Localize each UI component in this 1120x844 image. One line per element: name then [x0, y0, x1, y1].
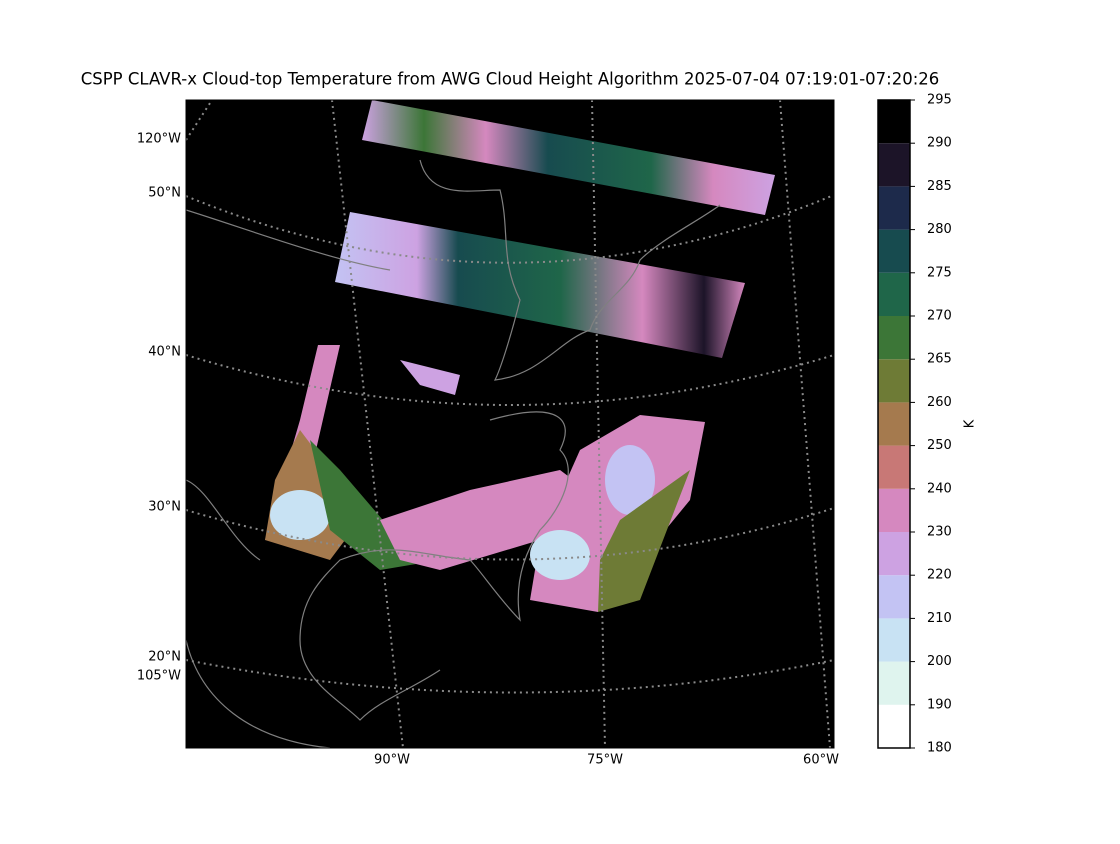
swath [362, 100, 775, 215]
cloud [598, 470, 690, 612]
colorbar-label: K [963, 419, 978, 428]
colorbar-tick-label: 250 [927, 438, 952, 453]
colorbar-segment [878, 186, 910, 230]
cloud [310, 440, 440, 570]
colorbar-segment [878, 143, 910, 187]
colorbar-segment [878, 402, 910, 446]
colorbar-tick-label: 240 [927, 481, 952, 496]
cloud [400, 360, 460, 395]
colorbar-segment [878, 272, 910, 316]
cloud [380, 470, 600, 570]
colorbar-tick-label: 210 [927, 611, 952, 626]
colorbar-tick-label: 260 [927, 395, 952, 410]
colorbar-tick-label: 190 [927, 697, 952, 712]
colorbar-segment [878, 661, 910, 705]
colorbar-tick-label: 200 [927, 654, 952, 669]
colorbar-tick-label: 220 [927, 568, 952, 583]
colorbar-tick-label: 295 [927, 93, 952, 108]
colorbar-tick-label: 290 [927, 136, 952, 151]
cloud [530, 530, 590, 580]
lat-label: 30°N [148, 500, 181, 515]
colorbar-tick-label: 275 [927, 265, 952, 280]
colorbar-segment [878, 359, 910, 403]
colorbar-segment [878, 445, 910, 489]
colorbar-segment [878, 532, 910, 576]
title: CSPP CLAVR-x Cloud-top Temperature from … [81, 70, 940, 89]
colorbar-segment [878, 488, 910, 532]
colorbar-segment [878, 100, 910, 144]
lon-label: 60°W [803, 753, 839, 768]
lon-label: 105°W [137, 669, 181, 684]
colorbar-segment [878, 704, 910, 748]
colorbar-tick-label: 265 [927, 352, 952, 367]
colorbar-tick-label: 280 [927, 222, 952, 237]
colorbar-tick-label: 285 [927, 179, 952, 194]
lat-label: 20°N [148, 650, 181, 665]
map-background [186, 100, 834, 748]
colorbar-tick-label: 270 [927, 309, 952, 324]
lon-label: 120°W [137, 132, 181, 147]
map-frame [185, 99, 835, 749]
lat-label: 50°N [148, 186, 181, 201]
map [186, 100, 834, 748]
cloud [605, 445, 655, 515]
colorbar-segment [878, 575, 910, 619]
swath [335, 212, 745, 358]
lon-label: 75°W [587, 753, 623, 768]
colorbar-tick-label: 230 [927, 525, 952, 540]
colorbar-segment [878, 618, 910, 662]
colorbar-tick-label: 180 [927, 741, 952, 756]
lon-label: 90°W [374, 753, 410, 768]
colorbar-segment [878, 316, 910, 360]
colorbar-segment [878, 229, 910, 273]
cloud [270, 490, 330, 540]
lat-label: 40°N [148, 345, 181, 360]
colorbar-frame [877, 99, 911, 749]
